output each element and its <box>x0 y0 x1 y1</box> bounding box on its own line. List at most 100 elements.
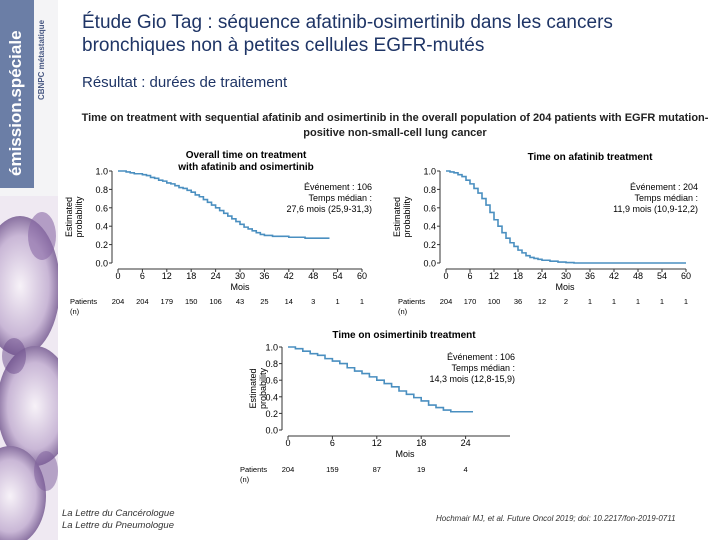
chart2-risk-label-2: (n) <box>398 307 408 316</box>
chart1-y-tick-label: 0.2 <box>95 240 108 250</box>
chart1-y-tick-label: 0.8 <box>95 185 108 195</box>
chart1-x-label: Mois <box>230 282 250 292</box>
chart1-x-tick-label: 48 <box>308 271 318 281</box>
chart1-x-tick-label: 24 <box>211 271 221 281</box>
chart3-annotation-line: Événement : 106 <box>447 352 515 362</box>
chart2-y-tick-label: 0.2 <box>423 240 436 250</box>
chart1-x-tick-label: 36 <box>259 271 269 281</box>
chart2-y-tick-label: 0.8 <box>423 185 436 195</box>
chart1-y-tick-label: 0.4 <box>95 222 108 232</box>
chart3-x-tick-label: 12 <box>372 438 382 448</box>
chart1-risk-value: 3 <box>311 297 315 306</box>
chart2-x-tick-label: 30 <box>561 271 571 281</box>
chart1-risk-label-1: Patients <box>70 297 97 306</box>
chart1-x-tick-label: 12 <box>162 271 172 281</box>
chart2-risk-value: 1 <box>588 297 592 306</box>
chart3-y-label-line: Estimated <box>248 368 258 408</box>
chart2-risk-value: 204 <box>440 297 453 306</box>
chart1-y-label-line: probability <box>74 196 84 238</box>
chart3-x-tick-label: 24 <box>461 438 471 448</box>
chart2-risk-value: 1 <box>660 297 664 306</box>
chart2-y-tick-label: 1.0 <box>423 167 436 177</box>
chart1-x-tick-label: 30 <box>235 271 245 281</box>
chart2-risk-value: 170 <box>464 297 477 306</box>
chart1-title-line-1: Overall time on treatment <box>186 150 307 161</box>
chart1-x-tick-label: 18 <box>186 271 196 281</box>
chart2-y-label: Estimated probability <box>392 196 412 238</box>
chart2-y-label-line: probability <box>402 196 412 238</box>
chart1-y-label: Estimated probability <box>64 196 84 238</box>
chart2-x-tick-label: 0 <box>443 271 448 281</box>
chart3-series-1-line <box>288 346 473 413</box>
chart1-risk-value: 1 <box>336 297 340 306</box>
chart2-y-label-line: Estimated <box>392 197 402 237</box>
chart3-risk-value: 19 <box>417 465 425 474</box>
chart3-y-tick-label: 1.0 <box>265 343 278 353</box>
chart1-x-tick-label: 0 <box>115 271 120 281</box>
chart1-x-tick-label: 42 <box>284 271 294 281</box>
chart2-x-tick-label: 42 <box>609 271 619 281</box>
chart2-x-tick-label: 12 <box>489 271 499 281</box>
chart1-title-line-2: with afatinib and osimertinib <box>177 162 314 173</box>
chart1-risk-value: 204 <box>112 297 125 306</box>
chart1-y-tick-label: 1.0 <box>95 167 108 177</box>
chart3-risk-label-2: (n) <box>240 475 250 484</box>
chart1-risk-value: 1 <box>360 297 364 306</box>
chart2-annotation-line: Temps médian : <box>634 193 698 203</box>
chart1-annotation-line: 27,6 mois (25,9-31,3) <box>286 204 372 214</box>
chart2-risk-value: 2 <box>564 297 568 306</box>
chart1-risk-value: 106 <box>209 297 222 306</box>
chart2-x-tick-label: 24 <box>537 271 547 281</box>
chart2-x-tick-label: 60 <box>681 271 691 281</box>
chart3-x-tick-label: 0 <box>285 438 290 448</box>
footer-journal-2: La Lettre du Pneumologue <box>62 520 174 531</box>
chart2-x-tick-label: 36 <box>585 271 595 281</box>
chart3-risk-value: 204 <box>282 465 295 474</box>
chart2-annotation-line: Événement : 204 <box>630 182 698 192</box>
chart2-risk-value: 12 <box>538 297 546 306</box>
chart2-series-1-line <box>446 170 686 264</box>
chart1-risk-value: 25 <box>260 297 268 306</box>
chart2-risk-value: 1 <box>636 297 640 306</box>
footer-journals: La Lettre du Cancérologue La Lettre du P… <box>62 508 175 532</box>
chart3-risk-label-1: Patients <box>240 465 267 474</box>
chart2-annotation-line: 11,9 mois (10,9-12,2) <box>613 204 698 214</box>
chart3-annotation-line: 14,3 mois (12,8-15,9) <box>429 374 515 384</box>
chart3-y-tick-label: 0.0 <box>265 426 278 436</box>
chart3-y-label: Estimated probability <box>248 367 268 409</box>
chart2-y-tick-label: 0.4 <box>423 222 436 232</box>
chart1-risk-value: 204 <box>136 297 149 306</box>
chart2-x-tick-label: 48 <box>633 271 643 281</box>
chart3-x-label: Mois <box>395 449 415 459</box>
chart3-annotation-line: Temps médian : <box>451 363 515 373</box>
chart1-x-tick-label: 54 <box>333 271 343 281</box>
chart1-annotation-line: Temps médian : <box>308 193 372 203</box>
page-title: Étude Gio Tag : séquence afatinib-osimer… <box>82 12 613 56</box>
chart1-risk-value: 43 <box>236 297 244 306</box>
chart2-x-tick-label: 6 <box>467 271 472 281</box>
chart3-y-label-line: probability <box>258 367 268 409</box>
chart3-y-tick-label: 0.4 <box>265 392 278 402</box>
footer-journal-1: La Lettre du Cancérologue <box>62 508 175 519</box>
chart1-risk-value: 150 <box>185 297 198 306</box>
chart1-y-tick-label: 0.0 <box>95 259 108 269</box>
chart2-y-tick-label: 0.0 <box>423 259 436 269</box>
chart1-series-1-line <box>118 170 330 239</box>
chart3-y-tick-label: 0.2 <box>265 409 278 419</box>
chart1-x-tick-label: 60 <box>357 271 367 281</box>
chart2-title: Time on afatinib treatment <box>528 152 654 163</box>
chart3-risk-value: 159 <box>326 465 339 474</box>
chart3-y-tick-label: 0.8 <box>265 359 278 369</box>
chart2-risk-value: 1 <box>612 297 616 306</box>
chart2-y-tick-label: 0.6 <box>423 203 436 213</box>
chart2-x-tick-label: 18 <box>513 271 523 281</box>
sidebar: émission.spéciale CBNPC métastatique <box>0 0 58 540</box>
chart2-risk-label-1: Patients <box>398 297 425 306</box>
chart3-x-tick-label: 6 <box>330 438 335 448</box>
chart1-y-tick-label: 0.6 <box>95 203 108 213</box>
chart2-x-label: Mois <box>555 282 575 292</box>
chart3-y-tick-label: 0.6 <box>265 376 278 386</box>
chart1-risk-label-2: (n) <box>70 307 80 316</box>
chart2-risk-value: 36 <box>514 297 522 306</box>
